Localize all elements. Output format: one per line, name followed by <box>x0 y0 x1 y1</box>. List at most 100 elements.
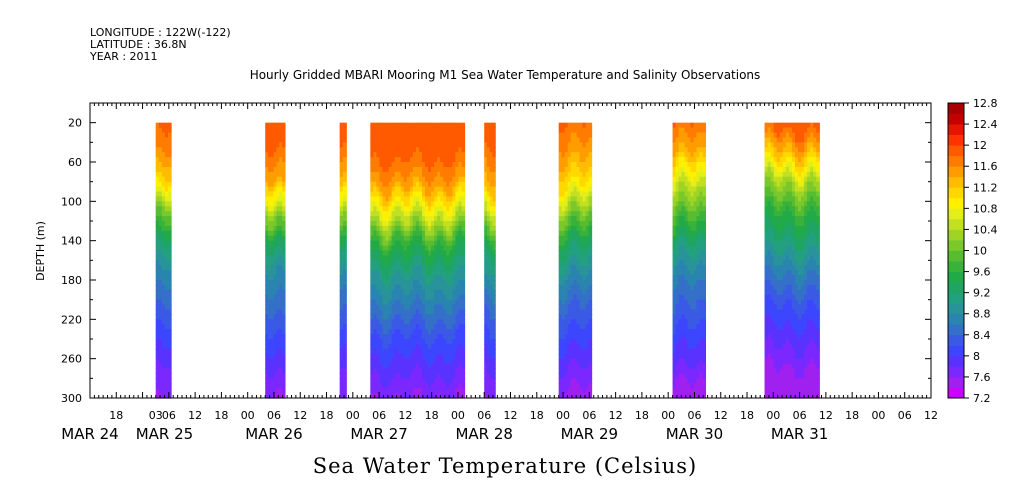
data-cell <box>801 289 805 296</box>
data-cell <box>813 191 817 198</box>
data-cell <box>791 265 796 271</box>
data-cell <box>273 240 278 247</box>
data-cell <box>428 166 432 173</box>
data-cell <box>492 221 496 227</box>
data-cell <box>785 343 790 350</box>
data-cell <box>794 329 799 335</box>
data-cell <box>558 388 563 394</box>
data-cell <box>791 275 796 281</box>
data-cell <box>428 162 432 168</box>
data-cell <box>382 122 387 129</box>
data-cell <box>376 314 381 320</box>
data-cell <box>446 157 450 163</box>
data-cell <box>782 245 787 252</box>
data-cell <box>379 196 384 202</box>
data-cell <box>282 186 286 193</box>
data-cell <box>425 294 429 301</box>
data-cell <box>406 171 411 178</box>
data-cell <box>400 334 405 340</box>
data-cell <box>693 275 698 281</box>
data-cell <box>167 255 172 261</box>
data-cell <box>376 339 381 345</box>
data-cell <box>397 181 402 188</box>
data-cell <box>273 122 278 129</box>
data-cell <box>579 270 584 276</box>
data-cell <box>791 171 796 178</box>
data-cell <box>397 166 402 173</box>
data-cell <box>576 142 581 148</box>
data-cell <box>167 294 172 301</box>
data-cell <box>690 348 695 355</box>
data-cell <box>382 216 387 222</box>
data-cell <box>489 294 494 301</box>
data-cell <box>431 171 435 178</box>
data-cell <box>434 171 438 178</box>
data-cell <box>161 201 166 207</box>
data-cell <box>573 309 578 316</box>
data-cell <box>681 250 686 257</box>
data-cell <box>403 299 408 306</box>
data-cell <box>400 260 405 266</box>
data-cell <box>391 304 396 311</box>
data-cell <box>449 132 453 139</box>
data-cell <box>564 329 569 335</box>
data-cell <box>339 280 344 286</box>
data-cell <box>764 191 769 198</box>
data-cell <box>270 265 275 271</box>
data-cell <box>421 186 426 193</box>
data-cell <box>484 211 488 217</box>
data-cell <box>776 378 781 384</box>
data-cell <box>770 353 775 360</box>
data-cell <box>690 388 695 394</box>
data-cell <box>801 275 805 281</box>
data-cell <box>388 275 393 281</box>
data-cell <box>339 132 344 139</box>
data-cell <box>791 166 796 173</box>
data-cell <box>431 255 435 261</box>
data-cell <box>373 225 378 232</box>
data-cell <box>558 171 563 178</box>
data-cell <box>428 299 432 306</box>
data-cell <box>276 196 280 202</box>
data-cell <box>406 368 411 375</box>
data-cell <box>449 353 453 360</box>
data-cell <box>492 230 496 237</box>
data-cell <box>376 280 381 286</box>
data-cell <box>672 289 677 296</box>
data-cell <box>391 216 396 222</box>
data-cell <box>678 284 683 291</box>
data-cell <box>461 324 466 330</box>
data-cell <box>388 122 393 129</box>
data-cell <box>582 250 587 257</box>
data-cell <box>409 319 414 325</box>
data-cell <box>804 147 808 153</box>
data-cell <box>265 339 269 345</box>
data-cell <box>406 240 411 247</box>
data-cell <box>382 265 387 271</box>
data-cell <box>788 334 793 340</box>
data-cell <box>672 304 677 311</box>
data-cell <box>690 230 695 237</box>
data-cell <box>693 216 698 222</box>
data-cell <box>776 186 781 193</box>
data-cell <box>813 245 817 252</box>
data-cell <box>813 299 817 306</box>
data-cell <box>484 255 488 261</box>
data-cell <box>687 206 692 212</box>
data-cell <box>687 314 692 320</box>
data-cell <box>492 304 496 311</box>
data-cell <box>452 196 456 202</box>
data-cell <box>579 147 584 153</box>
data-cell <box>270 294 275 301</box>
data-cell <box>816 284 820 291</box>
data-cell <box>798 378 802 384</box>
data-cell <box>167 319 172 325</box>
data-cell <box>370 206 374 212</box>
data-cell <box>570 127 575 134</box>
data-cell <box>696 309 701 316</box>
data-cell <box>167 127 172 134</box>
data-cell <box>770 216 775 222</box>
data-cell <box>567 225 572 232</box>
data-cell <box>339 304 344 311</box>
data-cell <box>486 284 491 291</box>
